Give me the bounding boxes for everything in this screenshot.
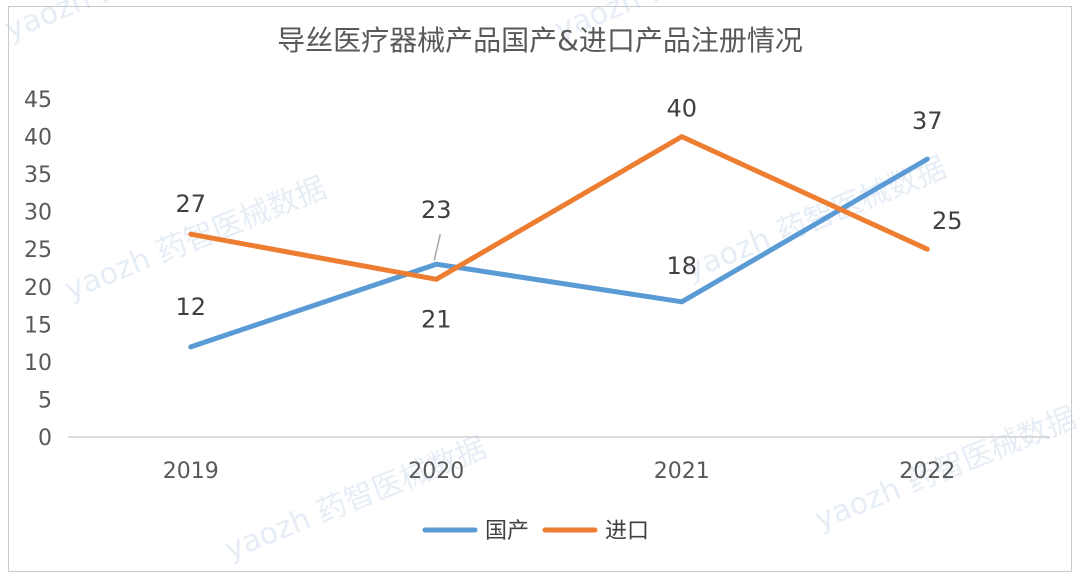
y-axis: 0 5 10 15 20 25 30 35 40 45: [24, 88, 52, 451]
watermark-text: yaozh 药智医械数据: [220, 431, 492, 568]
data-label: 18: [666, 252, 697, 280]
x-tick-label: 2021: [654, 459, 710, 484]
y-tick-label: 45: [24, 88, 52, 113]
data-label: 21: [421, 305, 452, 333]
leader-lines: [433, 234, 441, 261]
y-tick-label: 15: [24, 313, 52, 338]
y-tick-label: 25: [24, 238, 52, 263]
legend: 国产 进口: [422, 519, 649, 544]
chart-title: 导丝医疗器械产品国产&进口产品注册情况: [277, 24, 803, 57]
series-lines: [188, 134, 930, 350]
data-labels: 12 23 18 37 27 21 40 25: [175, 95, 962, 334]
data-label: 23: [421, 196, 452, 224]
y-tick-label: 0: [38, 426, 52, 451]
y-tick-label: 30: [24, 201, 52, 226]
data-label: 25: [932, 207, 963, 235]
chart-frame: [8, 6, 1072, 572]
data-label: 40: [666, 95, 697, 123]
x-axis: 2019 2020 2021 2022: [68, 436, 1050, 484]
y-tick-label: 10: [24, 351, 52, 376]
x-tick-label: 2019: [163, 459, 219, 484]
y-tick-label: 5: [38, 388, 52, 413]
x-tick-label: 2020: [408, 459, 464, 484]
y-tick-label: 35: [24, 163, 52, 188]
y-tick-label: 20: [24, 276, 52, 301]
legend-label: 国产: [485, 519, 529, 544]
data-label: 37: [912, 107, 943, 135]
data-label: 12: [175, 293, 206, 321]
label-leader-line: [433, 234, 441, 261]
watermark-text: yaozh 药智医械数据: [0, 0, 271, 47]
legend-label: 进口: [605, 519, 649, 544]
data-label: 27: [175, 190, 206, 218]
series-line-import: [188, 134, 930, 282]
series-line-domestic: [188, 156, 930, 350]
x-tick-label: 2022: [899, 459, 955, 484]
y-tick-label: 40: [24, 126, 52, 151]
